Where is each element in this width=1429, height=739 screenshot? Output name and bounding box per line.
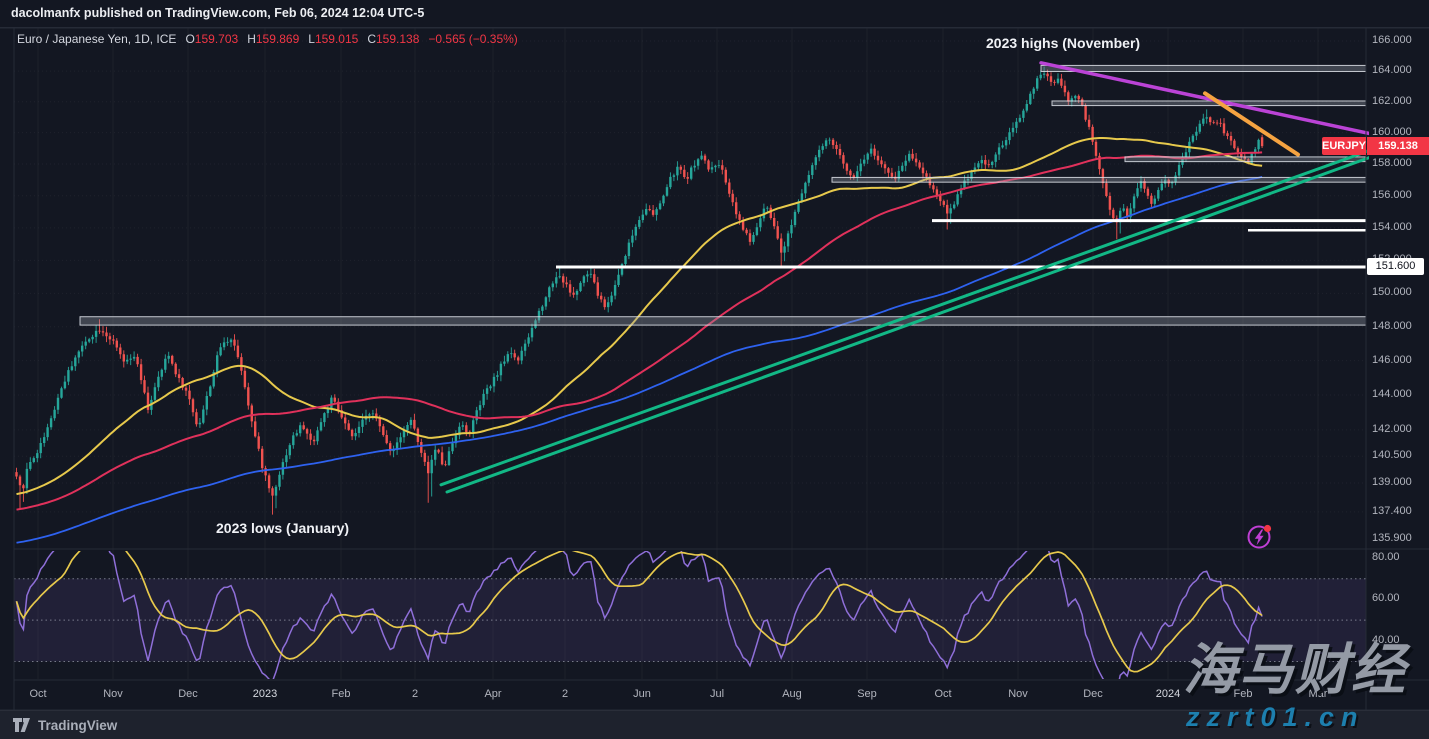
price-tick-label: 140.500	[1372, 449, 1412, 462]
time-tick-label: 2024	[1155, 688, 1181, 700]
time-tick-label: 2023	[252, 688, 278, 700]
time-tick-label: Jun	[633, 688, 651, 700]
last-price-symbol: EURJPY	[1322, 137, 1366, 155]
candles-layer	[15, 66, 1264, 544]
price-tick-label: 164.000	[1372, 64, 1412, 77]
time-tick-label: Sep	[857, 688, 877, 700]
time-tick-label: Aug	[782, 688, 802, 700]
high-value: 159.869	[255, 32, 300, 46]
open-value: 159.703	[194, 32, 239, 46]
time-tick-label: Jul	[709, 688, 725, 700]
trendline-steep-resistance[interactable]	[1203, 91, 1300, 157]
watermark-url: zzrt01.cn	[1186, 702, 1365, 732]
watermark-cn: 海马财经	[1183, 639, 1407, 701]
resistance-band[interactable]	[79, 316, 1367, 326]
trendline-channel-upper[interactable]	[439, 149, 1369, 487]
symbol-title: Euro / Japanese Yen, 1D, ICE	[17, 32, 177, 46]
time-tick-label: Nov	[1008, 688, 1028, 700]
low-label: L	[308, 32, 315, 46]
drawings-layer[interactable]	[79, 61, 1369, 494]
resistance-band[interactable]	[1124, 156, 1367, 163]
price-tick-label: 150.000	[1372, 286, 1412, 299]
price-tick-label: 142.000	[1372, 422, 1412, 435]
rsi-pane	[14, 530, 1366, 692]
time-tick-label: Dec	[178, 688, 198, 700]
price-tick-label: 158.000	[1372, 156, 1412, 169]
price-tick-label: 162.000	[1372, 94, 1412, 107]
annotation-2023-highs: 2023 highs (November)	[986, 35, 1141, 51]
rsi-tick-label: 80.00	[1372, 551, 1400, 563]
time-tick-label: Dec	[1083, 688, 1103, 700]
sma-mid[interactable]	[16, 151, 1263, 511]
resistance-band[interactable]	[1051, 100, 1367, 107]
time-tick-label: 2	[561, 688, 569, 700]
price-tick-label: 137.400	[1372, 504, 1412, 517]
open-label: O	[185, 32, 195, 46]
sma-slow[interactable]	[16, 176, 1263, 544]
time-tick-label: Apr	[484, 688, 502, 700]
price-tick-label: 144.000	[1372, 388, 1412, 400]
high-label: H	[247, 32, 256, 46]
price-tick-label: 148.000	[1372, 319, 1412, 332]
time-tick-label: Mar	[1308, 688, 1328, 700]
rsi-line[interactable]	[15, 530, 1263, 692]
brand-label[interactable]: TradingView	[38, 717, 118, 733]
resistance-band[interactable]	[1040, 64, 1367, 72]
time-tick-label: Nov	[103, 688, 123, 700]
tradingview-logo-icon[interactable]	[12, 717, 31, 733]
symbol-legend[interactable]: Euro / Japanese Yen, 1D, ICE O159.703 H159…	[17, 32, 518, 46]
close-label: C	[367, 32, 376, 46]
price-tick-label: 154.000	[1372, 220, 1412, 233]
time-tick-label: Oct	[934, 688, 952, 700]
rsi-tick-label: 40.00	[1372, 633, 1400, 646]
price-tick-label: 156.000	[1372, 188, 1412, 201]
flash-idea-icon[interactable]	[1247, 524, 1272, 549]
time-tick-label: Feb	[1233, 688, 1253, 700]
change-value: −0.565 (−0.35%)	[428, 32, 518, 46]
time-tick-label: 2	[411, 688, 419, 700]
notification-dot	[1263, 524, 1272, 533]
rsi-ma-line[interactable]	[15, 535, 1263, 673]
annotation-2023-lows: 2023 lows (January)	[216, 520, 350, 536]
last-price-value: 159.138	[1367, 137, 1429, 155]
trendline-channel-lower[interactable]	[445, 156, 1369, 494]
last-price-badge: EURJPY 159.138	[1322, 137, 1429, 155]
price-tick-label: 146.000	[1372, 353, 1412, 366]
time-tick-label: Feb	[331, 688, 351, 700]
trendline-descending-resistance[interactable]	[1039, 61, 1369, 136]
time-tick-label: Oct	[29, 688, 47, 700]
price-tick-label: 139.000	[1372, 476, 1412, 488]
level-151600-badge: 151.600	[1367, 258, 1424, 275]
price-tick-label: 160.000	[1372, 125, 1412, 138]
close-value: 159.138	[376, 32, 420, 46]
brand-bar: TradingView	[0, 710, 1429, 739]
price-tick-label: 135.900	[1372, 532, 1412, 545]
low-value: 159.015	[314, 32, 359, 46]
price-tick-label: 166.000	[1372, 34, 1412, 46]
rsi-tick-label: 60.00	[1372, 592, 1400, 605]
sma-fast[interactable]	[16, 137, 1263, 496]
